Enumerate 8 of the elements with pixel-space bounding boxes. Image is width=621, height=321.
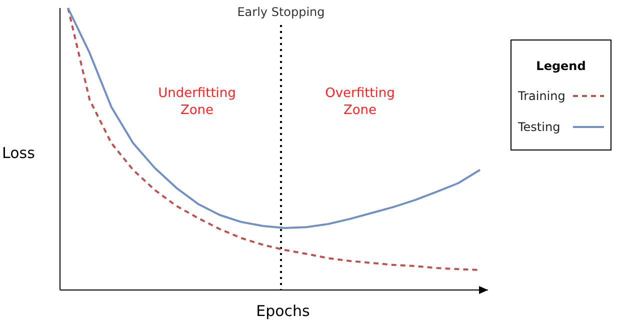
annotation: Overfitting Zone xyxy=(325,86,395,118)
annotation: Early Stopping xyxy=(237,5,325,19)
annotation: Underfitting Zone xyxy=(158,86,236,118)
x-axis-title: Epochs xyxy=(256,302,310,320)
legend-label: Training xyxy=(517,89,566,103)
legend-label: Testing xyxy=(517,120,560,134)
legend-title: Legend xyxy=(536,59,586,73)
y-axis-title: Loss xyxy=(2,144,36,162)
